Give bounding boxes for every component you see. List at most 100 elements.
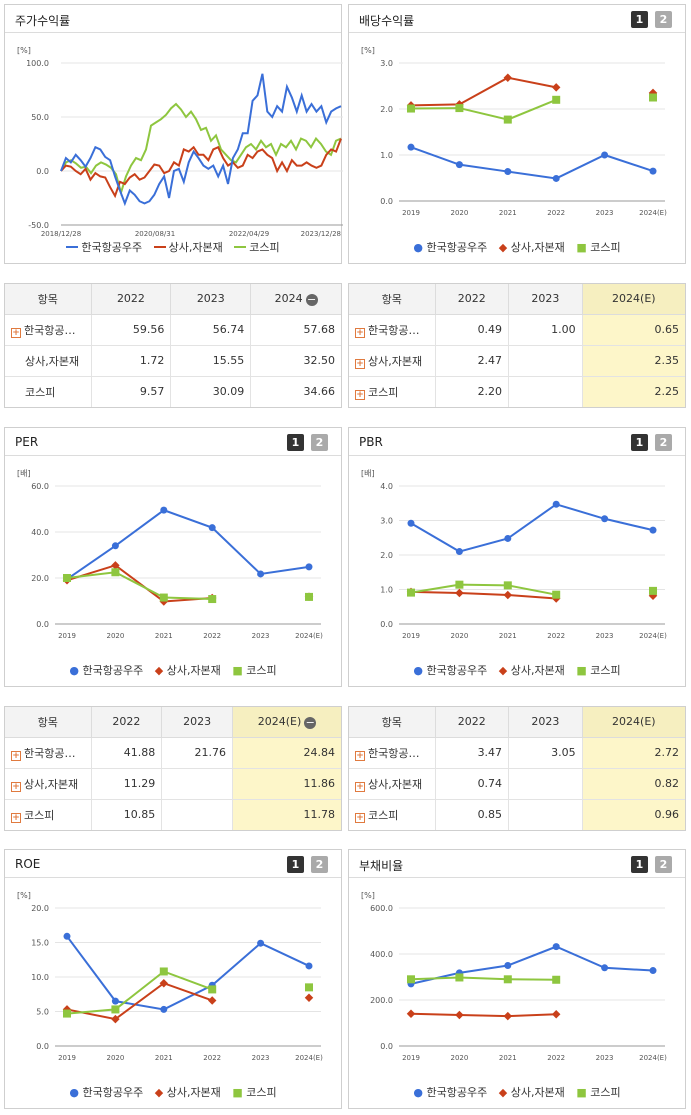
- legend-company: ● 한국항공우주: [413, 662, 487, 678]
- page-1-button[interactable]: 1: [631, 856, 648, 873]
- expand-icon[interactable]: +: [11, 781, 21, 792]
- row-label-text: 코스피: [25, 385, 56, 399]
- legend-label: 코스피: [590, 1086, 621, 1099]
- row-label[interactable]: + 한국항공…: [5, 314, 91, 346]
- collapse-icon[interactable]: −: [304, 715, 317, 729]
- y-tick-label: 0.0: [36, 620, 49, 629]
- per-chart: [배]60.0 40.0 20.0 0.0 2019 2020 2021 2022 2023 20…: [17, 469, 323, 640]
- square-marker-icon: ■: [576, 1086, 587, 1099]
- row-label[interactable]: + 상사,자본재: [349, 768, 435, 800]
- expand-icon[interactable]: +: [355, 327, 365, 338]
- page-1-button[interactable]: 1: [631, 434, 648, 451]
- page-1-button[interactable]: 1: [287, 856, 304, 873]
- dividend-header: 배당수익률 1 2: [349, 5, 685, 33]
- page-2-button[interactable]: 2: [311, 434, 328, 451]
- expand-icon[interactable]: +: [355, 750, 365, 761]
- row-label[interactable]: + 한국항공…: [349, 737, 435, 769]
- data-point-sector: [111, 561, 120, 570]
- data-point-kospi: [111, 568, 120, 577]
- expand-icon[interactable]: +: [355, 389, 365, 400]
- expand-icon[interactable]: +: [11, 327, 21, 338]
- collapse-icon[interactable]: −: [305, 292, 318, 306]
- data-point-kospi: [63, 574, 71, 582]
- col-header: 2023: [170, 284, 251, 315]
- row-label-text: 한국항공…: [368, 323, 420, 337]
- series-line-kospi: [410, 98, 557, 121]
- row-label[interactable]: + 코스피: [5, 799, 91, 830]
- panel-title: ROE: [15, 857, 41, 871]
- row-label[interactable]: + 코스피: [349, 376, 435, 407]
- unit-label: [%]: [17, 891, 31, 900]
- col-header: 2022: [90, 707, 162, 738]
- legend-sector: ◆ 상사,자본재: [155, 1084, 221, 1100]
- data-point-company: [305, 563, 313, 571]
- cell: 2.72: [581, 737, 685, 769]
- page-1-button[interactable]: 1: [631, 11, 648, 28]
- row-label-text: 코스피: [24, 808, 55, 822]
- legend-kospi: ■ 코스피: [576, 239, 620, 255]
- page-2-button[interactable]: 2: [655, 856, 672, 873]
- row-label-text: 상사,자본재: [368, 354, 423, 368]
- cell: [161, 768, 233, 800]
- y-tick-label: 5.0: [36, 1008, 49, 1017]
- data-point-kospi: [159, 593, 168, 602]
- y-tick-label: 4.0: [380, 482, 393, 491]
- table-row: + 한국항공… 41.88 21.76 24.84: [5, 737, 341, 769]
- data-point-company: [504, 534, 512, 542]
- col-header: 2022: [434, 707, 509, 738]
- expand-icon[interactable]: +: [11, 750, 21, 761]
- series-line-company: [66, 509, 310, 580]
- row-label[interactable]: + 한국항공…: [5, 737, 91, 769]
- unit-label: [%]: [17, 46, 31, 55]
- row-label[interactable]: + 코스피: [349, 799, 435, 830]
- x-tick-label: 2019: [402, 632, 420, 640]
- roe-header: ROE 1 2: [5, 850, 341, 878]
- y-tick-label: 40.0: [31, 528, 49, 537]
- y-tick-label: 1.0: [380, 586, 393, 595]
- cell: 2.20: [434, 376, 509, 407]
- data-point-kospi: [159, 967, 168, 976]
- cell: 59.56: [90, 314, 171, 346]
- data-point-kospi: [208, 985, 217, 994]
- data-point-kospi: [407, 104, 415, 113]
- row-label[interactable]: + 상사,자본재: [349, 345, 435, 377]
- data-point-company: [160, 506, 168, 514]
- page-2-button[interactable]: 2: [311, 856, 328, 873]
- y-tick-label: 0.0: [380, 1042, 393, 1051]
- expand-icon[interactable]: +: [355, 812, 365, 823]
- return-table: 항목 2022 2023 2024− + 한국항공… 59.56 56.74 57…: [4, 283, 342, 408]
- x-tick-label: 2019: [402, 209, 420, 217]
- cell: [508, 345, 583, 377]
- stock-return-panel: 주가수익률 [%] 100.0 50.0 0.0 -50.0 2018/12/28 2020…: [4, 4, 343, 264]
- cell: 30.09: [170, 376, 251, 407]
- data-point-kospi: [305, 983, 313, 992]
- debt-ratio-panel: 부채비율 1 2 [%] 600.0 400.0 200.0 0.0 2019 2020 20…: [348, 849, 686, 1109]
- x-tick-label: 2023/12/28: [301, 230, 341, 237]
- series-line-sector: [410, 1012, 557, 1018]
- legend-label: 한국항공우주: [426, 664, 488, 677]
- x-tick-label: 2024(E): [639, 632, 667, 640]
- y-tick-label: -50.0: [28, 221, 49, 230]
- col-header: 항목: [5, 707, 91, 738]
- cell: 34.66: [250, 376, 341, 407]
- legend-company: ● 한국항공우주: [69, 662, 143, 678]
- panel-title: 부채비율: [359, 859, 404, 873]
- data-point-company: [601, 151, 609, 159]
- x-tick-label: 2021: [155, 1054, 173, 1062]
- expand-icon[interactable]: +: [355, 358, 365, 369]
- row-label[interactable]: + 상사,자본재: [5, 768, 91, 800]
- page-1-button[interactable]: 1: [287, 434, 304, 451]
- data-point-company: [504, 168, 512, 176]
- y-tick-label: 600.0: [370, 904, 393, 913]
- page-2-button[interactable]: 2: [655, 11, 672, 28]
- expand-icon[interactable]: +: [11, 812, 21, 823]
- page-2-button[interactable]: 2: [655, 434, 672, 451]
- data-point-company: [111, 997, 119, 1005]
- col-header-2024: 2024(E) −: [232, 707, 341, 738]
- row-label[interactable]: + 한국항공…: [349, 314, 435, 346]
- expand-icon[interactable]: +: [355, 781, 365, 792]
- legend-label: 한국항공우주: [82, 1086, 144, 1099]
- x-tick-label: 2024(E): [295, 1054, 323, 1062]
- y-tick-label: 20.0: [31, 904, 49, 913]
- series-line-kospi: [410, 976, 557, 981]
